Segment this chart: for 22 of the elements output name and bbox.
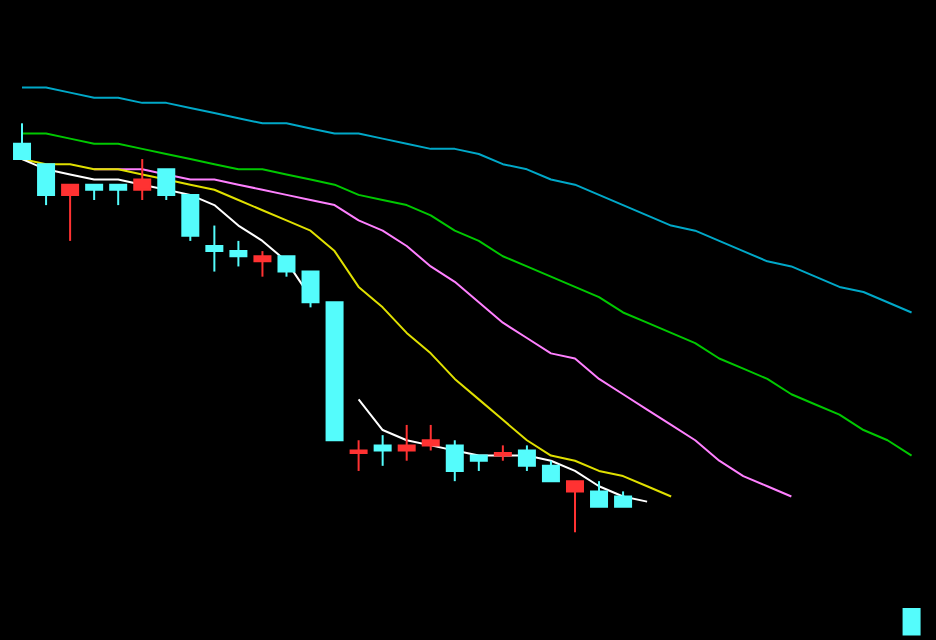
candlestick <box>565 480 584 534</box>
candlestick <box>253 250 272 278</box>
candlestick <box>37 163 56 207</box>
candlestick <box>517 444 536 472</box>
candlestick <box>61 183 80 242</box>
candlestick <box>301 270 320 309</box>
candlestick <box>373 434 392 467</box>
candlestick <box>109 183 128 207</box>
candlestick <box>421 423 440 452</box>
candlestick <box>205 224 224 273</box>
candlestick <box>157 168 176 201</box>
candlestick <box>349 439 368 472</box>
candlestick <box>590 480 609 508</box>
candlestick <box>902 607 921 636</box>
candlestick <box>181 193 200 242</box>
candlestick <box>229 239 248 268</box>
candlestick <box>133 158 152 201</box>
candlestick <box>13 122 32 161</box>
candlestick <box>541 459 560 483</box>
candlestick <box>397 423 416 462</box>
candlestick <box>277 255 296 278</box>
candlestick <box>445 439 464 483</box>
